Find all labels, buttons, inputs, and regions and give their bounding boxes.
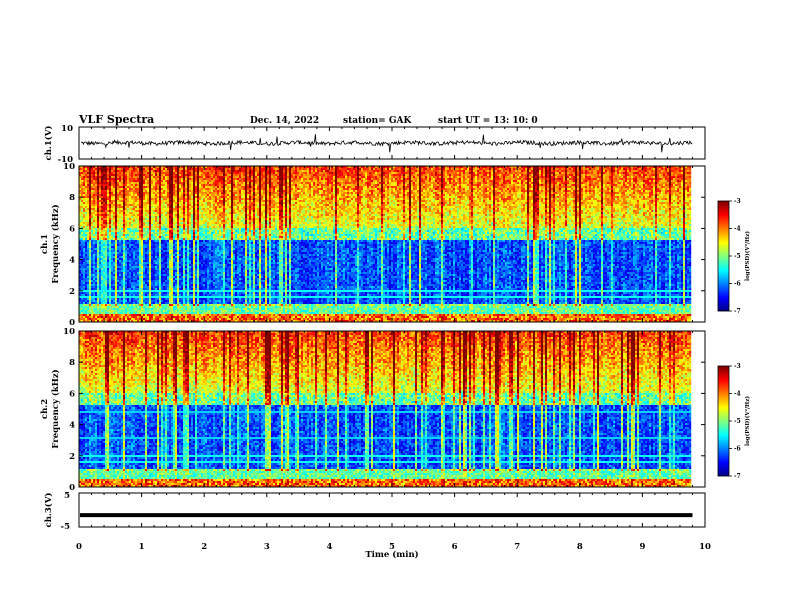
ch1-ytick-top: 10 <box>61 124 73 134</box>
ch3-waveform-frame <box>79 493 705 527</box>
x-tick-label: 6 <box>452 542 458 552</box>
colorbar-tick-label: -6 <box>734 281 741 288</box>
ch1-colorbar: -3 -4 -5 -6 -7 log(PSD)(V²/Hz) <box>718 198 751 315</box>
ch2-colorbar: -3 -4 -5 -6 -7 log(PSD)(V²/Hz) <box>718 363 751 480</box>
ch3-waveform-panel: 5 -5 ch.3(V) <box>43 491 705 532</box>
colorbar-tick-label: -3 <box>734 363 741 370</box>
x-tick-label: 8 <box>577 542 583 552</box>
ch3-ytick-top: 5 <box>64 491 70 501</box>
spectrogram-ytick-label: 8 <box>69 358 75 368</box>
ch1-spectrogram-ylabel-frequency: Frequency (kHz) <box>50 204 61 283</box>
colorbar-label: log(PSD)(V²/Hz) <box>744 231 751 281</box>
spectrogram-ytick-label: 2 <box>69 452 75 462</box>
spectrogram-ytick-label: 10 <box>63 327 75 337</box>
start-time-label: start UT = 13: 10: 0 <box>438 116 538 126</box>
colorbar-tick-label: -6 <box>734 446 741 453</box>
x-tick-label: 4 <box>326 542 332 552</box>
ch3-ylabel: ch.3(V) <box>43 493 54 528</box>
x-tick-label: 2 <box>201 542 207 552</box>
spectrogram-ytick-label: 2 <box>69 287 75 297</box>
spectrogram-ytick-label: 6 <box>69 224 75 234</box>
ch2-spectrogram-image <box>79 331 691 487</box>
chart-title: VLF Spectra <box>78 113 154 126</box>
spectrogram-ytick-label: 4 <box>69 256 75 266</box>
colorbar-label: log(PSD)(V²/Hz) <box>744 396 751 446</box>
colorbar-tick-label: -4 <box>734 226 741 233</box>
x-tick-label: 10 <box>699 542 711 552</box>
ch2-spectrogram-ylabel-channel: ch.2 <box>40 399 50 419</box>
spectrogram-ytick-label: 8 <box>69 193 75 203</box>
ch2-spectrogram-ylabel-frequency: Frequency (kHz) <box>50 369 61 448</box>
colorbar-tick-label: -3 <box>734 198 741 205</box>
ch1-waveform-panel: 10 -10 ch.1(V) <box>43 124 705 165</box>
x-tick-label: 9 <box>639 542 645 552</box>
ch1-spectrogram-image <box>79 166 691 322</box>
spectrogram-ytick-label: 6 <box>69 389 75 399</box>
date-label: Dec. 14, 2022 <box>250 116 319 126</box>
x-axis-label: Time (min) <box>365 549 418 560</box>
x-tick-label: 1 <box>139 542 145 552</box>
x-tick-label: 3 <box>264 542 270 552</box>
ch1-ylabel: ch.1(V) <box>43 126 54 161</box>
colorbar-tick-label: -5 <box>734 253 741 260</box>
x-tick-label: 0 <box>76 542 82 552</box>
station-label: station= GAK <box>343 116 413 126</box>
colorbar-tick-label: -7 <box>734 473 741 480</box>
colorbar-tick-label: -5 <box>734 418 741 425</box>
ch3-ytick-bottom: -5 <box>61 522 71 532</box>
ch1-spectrogram-ylabel-channel: ch.1 <box>40 234 50 254</box>
colorbar-tick-label: -7 <box>734 308 741 315</box>
colorbar-tick-label: -4 <box>734 391 741 398</box>
x-tick-label: 7 <box>514 542 520 552</box>
spectrogram-ytick-label: 4 <box>69 421 75 431</box>
spectrogram-ytick-label: 10 <box>63 162 75 172</box>
